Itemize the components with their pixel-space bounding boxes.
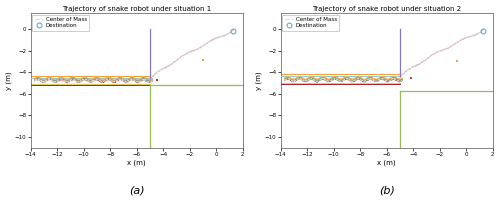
Text: (a): (a): [129, 185, 144, 195]
X-axis label: x (m): x (m): [128, 160, 146, 166]
X-axis label: x (m): x (m): [378, 160, 396, 166]
Y-axis label: y (m): y (m): [256, 71, 262, 90]
Text: (b): (b): [378, 185, 394, 195]
Title: Trajectory of snake robot under situation 1: Trajectory of snake robot under situatio…: [62, 6, 212, 12]
Title: Trajectory of snake robot under situation 2: Trajectory of snake robot under situatio…: [312, 6, 461, 12]
Y-axis label: y (m): y (m): [6, 71, 12, 90]
Legend: Center of Mass, Destination: Center of Mass, Destination: [32, 15, 89, 31]
Legend: Center of Mass, Destination: Center of Mass, Destination: [282, 15, 339, 31]
